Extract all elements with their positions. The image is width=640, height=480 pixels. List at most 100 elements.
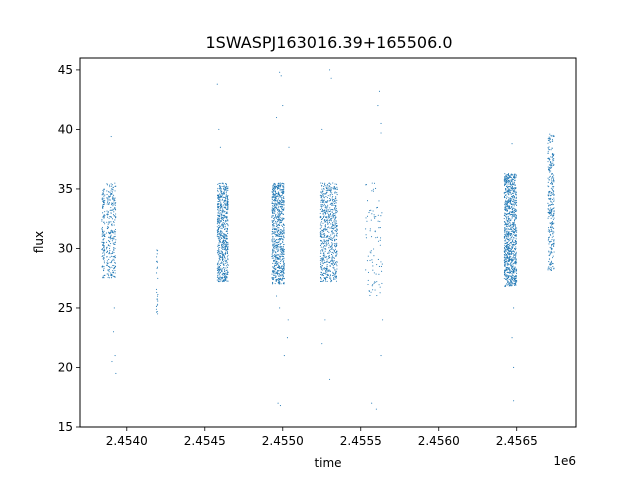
data-point — [216, 219, 218, 221]
data-point — [507, 251, 509, 253]
data-point — [379, 220, 381, 223]
data-point — [378, 90, 381, 92]
data-point — [218, 222, 220, 224]
data-point — [515, 187, 517, 189]
data-point — [507, 246, 509, 248]
data-point — [335, 243, 337, 245]
data-point — [506, 180, 508, 182]
data-point — [549, 176, 551, 178]
data-point — [511, 230, 513, 232]
data-point — [113, 259, 115, 261]
data-point — [513, 400, 515, 402]
data-point — [503, 192, 505, 194]
data-point — [367, 279, 369, 281]
data-point — [226, 252, 228, 254]
data-point — [227, 242, 229, 244]
data-point — [327, 273, 329, 275]
data-point — [503, 196, 506, 198]
data-point — [106, 183, 108, 185]
data-point — [276, 258, 279, 260]
data-point — [223, 244, 225, 246]
data-point — [506, 209, 508, 211]
data-point — [283, 257, 285, 259]
data-point — [335, 276, 337, 278]
data-point — [274, 241, 276, 243]
data-point — [552, 160, 554, 162]
data-point — [327, 189, 329, 191]
data-point — [112, 264, 114, 267]
data-point — [274, 197, 276, 199]
data-point — [505, 285, 507, 287]
data-point — [330, 209, 332, 211]
data-point — [505, 176, 507, 178]
data-point — [283, 188, 285, 190]
data-point — [112, 198, 114, 200]
data-point — [220, 195, 222, 197]
data-point — [322, 213, 324, 215]
data-point — [102, 216, 104, 218]
data-point — [552, 193, 554, 196]
data-point — [112, 251, 114, 253]
data-point — [324, 224, 327, 226]
data-point — [504, 185, 506, 187]
data-point — [224, 206, 226, 209]
data-point — [331, 199, 333, 201]
data-point — [224, 221, 226, 223]
data-point — [515, 210, 517, 212]
data-point — [509, 206, 511, 208]
data-point — [516, 229, 518, 231]
data-point — [109, 277, 111, 279]
data-point — [103, 262, 105, 264]
data-point — [505, 219, 507, 221]
data-point — [510, 228, 512, 230]
data-point — [114, 199, 116, 201]
data-point — [547, 150, 549, 152]
data-point — [282, 252, 284, 254]
data-point — [513, 207, 515, 209]
data-point — [282, 275, 285, 277]
data-point — [511, 143, 513, 145]
data-point — [107, 269, 109, 271]
data-point — [280, 185, 282, 187]
data-point — [378, 200, 380, 202]
data-point — [283, 268, 285, 270]
data-point — [506, 257, 509, 259]
data-point — [219, 212, 221, 214]
data-point — [219, 240, 221, 242]
data-point — [326, 265, 328, 267]
data-point — [218, 272, 220, 274]
data-point — [112, 256, 114, 258]
data-point — [329, 210, 331, 212]
data-point — [110, 235, 112, 237]
data-point — [217, 214, 219, 216]
data-point — [512, 226, 514, 228]
data-point — [216, 268, 218, 270]
data-point — [216, 263, 218, 265]
data-point — [155, 288, 158, 290]
data-point — [325, 235, 328, 237]
data-point — [218, 225, 220, 227]
data-point — [221, 198, 224, 200]
data-point — [376, 264, 378, 266]
data-point — [108, 275, 110, 277]
data-point — [323, 235, 326, 237]
data-point — [220, 279, 222, 281]
data-point — [217, 269, 220, 271]
data-point — [216, 220, 219, 222]
data-point — [326, 263, 328, 266]
data-point — [331, 248, 333, 250]
data-point — [505, 179, 507, 181]
data-point — [111, 360, 113, 363]
data-point — [548, 243, 550, 245]
data-point — [549, 133, 551, 135]
data-point — [510, 226, 512, 228]
data-point — [278, 196, 280, 198]
data-point — [323, 246, 325, 248]
data-point — [323, 267, 326, 269]
data-point — [272, 229, 274, 231]
data-point — [274, 245, 276, 247]
data-point — [508, 198, 510, 200]
data-point — [336, 233, 338, 235]
data-point — [225, 235, 227, 237]
data-point — [219, 221, 221, 223]
